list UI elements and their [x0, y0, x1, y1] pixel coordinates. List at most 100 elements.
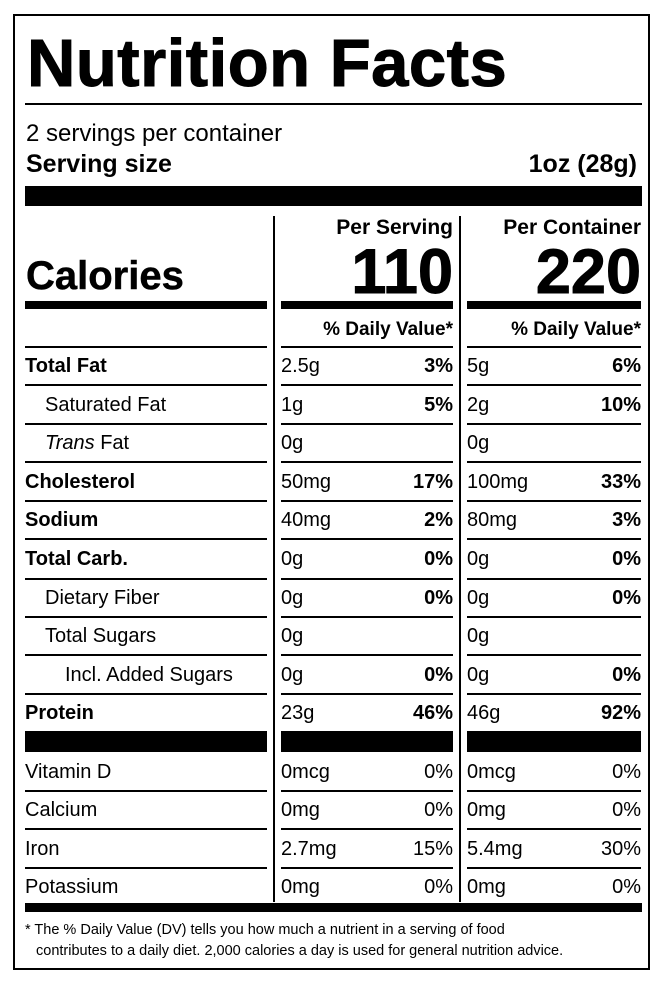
bottom-thick-divider — [25, 903, 642, 912]
row-divider-serving-8 — [281, 654, 453, 656]
nutrient-name-text: Sodium — [25, 509, 99, 531]
row-divider-serving-7 — [281, 616, 453, 618]
container-amount: 0g — [467, 548, 490, 570]
micro-divider-container-m2 — [467, 867, 641, 869]
serving-size-value: 1oz (28g) — [528, 150, 637, 178]
nutrient-name-italic: Trans — [45, 432, 95, 454]
row-divider-name-8 — [25, 654, 267, 656]
container-amount: 100mg — [467, 471, 529, 493]
row-divider-name-4 — [25, 500, 267, 502]
nutrient-name: Trans Fat — [45, 431, 129, 455]
row-divider-name-1 — [25, 384, 267, 386]
container-daily-value: 0% — [612, 664, 641, 686]
container-daily-value: 33% — [600, 471, 641, 493]
footnote: * The % Daily Value (DV) tells you how m… — [25, 920, 642, 962]
container-amount: 0mcg — [467, 761, 516, 783]
calories-label: Calories — [26, 254, 184, 299]
serving-daily-value: 0% — [424, 799, 453, 821]
serving-daily-value: 0% — [424, 664, 453, 686]
calories-divider-serving — [281, 301, 453, 309]
per-serving-calories: 110 — [351, 237, 454, 307]
serving-daily-value: 15% — [412, 838, 453, 860]
container-daily-value: 0% — [612, 876, 641, 898]
serving-amount: 0g — [281, 664, 304, 686]
row-divider-name-5 — [25, 538, 267, 540]
per-serving-dv-header: % Daily Value* — [323, 319, 453, 340]
container-amount: 0g — [467, 664, 490, 686]
serving-amount: 23g — [281, 702, 315, 724]
container-daily-value: 0% — [612, 587, 641, 609]
micronutrient-name: Calcium — [25, 799, 98, 821]
nutrient-name: Total Carb. — [25, 547, 128, 571]
row-divider-name-7 — [25, 616, 267, 618]
nutrient-name: Incl. Added Sugars — [65, 663, 233, 687]
nutrient-name-text: Fat — [94, 432, 130, 454]
container-amount: 46g — [467, 702, 501, 724]
serving-daily-value: 0% — [424, 587, 453, 609]
serving-amount: 1g — [281, 394, 304, 416]
serving-daily-value: 5% — [424, 394, 453, 416]
container-amount: 5.4mg — [467, 838, 523, 860]
container-daily-value: 6% — [612, 355, 641, 377]
micro-divider-serving-m2 — [281, 867, 453, 869]
nutrient-name: Dietary Fiber — [45, 586, 159, 610]
row-divider-serving-9 — [281, 693, 453, 695]
serving-amount: 0g — [281, 548, 304, 570]
container-amount: 2g — [467, 394, 490, 416]
container-amount: 0g — [467, 625, 490, 647]
serving-amount: 0g — [281, 432, 304, 454]
row-divider-container-1 — [467, 384, 641, 386]
container-amount: 80mg — [467, 509, 518, 531]
nutrient-name-text: Total Sugars — [45, 625, 157, 647]
row-divider-name-0 — [25, 346, 267, 348]
nutrient-name-text: Protein — [25, 702, 94, 724]
micro-divider-serving-m0 — [281, 790, 453, 792]
micro-divider-name-m1 — [25, 828, 267, 830]
row-divider-serving-1 — [281, 384, 453, 386]
serving-amount: 50mg — [281, 471, 332, 493]
row-divider-container-0 — [467, 346, 641, 348]
thick-divider-serving-micro — [281, 732, 453, 752]
serving-amount: 0g — [281, 625, 304, 647]
nutrition-label: Nutrition Facts 2 servings per container… — [13, 14, 650, 970]
container-daily-value: 3% — [612, 509, 641, 531]
serving-amount: 0mg — [281, 876, 320, 898]
serving-amount: 0g — [281, 587, 304, 609]
per-serving-header: Per Serving — [336, 216, 453, 239]
thick-divider-container-micro — [467, 732, 641, 752]
nutrient-name-text: Total Fat — [25, 355, 107, 377]
container-amount: 5g — [467, 355, 490, 377]
micro-divider-container-m1 — [467, 828, 641, 830]
row-divider-serving-5 — [281, 538, 453, 540]
nutrient-name: Cholesterol — [25, 470, 135, 494]
serving-daily-value: 2% — [424, 509, 453, 531]
nutrient-name: Saturated Fat — [45, 393, 166, 417]
container-amount: 0g — [467, 432, 490, 454]
micro-divider-name-m2 — [25, 867, 267, 869]
row-divider-container-6 — [467, 578, 641, 580]
row-divider-serving-0 — [281, 346, 453, 348]
container-amount: 0mg — [467, 799, 506, 821]
per-container-dv-header: % Daily Value* — [511, 319, 641, 340]
row-divider-container-7 — [467, 616, 641, 618]
nutrient-name-text: Saturated Fat — [45, 394, 167, 416]
container-daily-value: 0% — [612, 761, 641, 783]
serving-daily-value: 17% — [412, 471, 453, 493]
serving-amount: 2.5g — [281, 355, 320, 377]
container-daily-value: 30% — [600, 838, 641, 860]
serving-daily-value: 0% — [424, 876, 453, 898]
serving-daily-value: 0% — [424, 548, 453, 570]
row-divider-serving-3 — [281, 461, 453, 463]
row-divider-container-8 — [467, 654, 641, 656]
serving-amount: 0mg — [281, 799, 320, 821]
row-divider-serving-4 — [281, 500, 453, 502]
calories-divider-container — [467, 301, 641, 309]
row-divider-name-6 — [25, 578, 267, 580]
row-divider-name-2 — [25, 423, 267, 425]
column-divider-right — [459, 216, 461, 902]
footnote-line-1: * The % Daily Value (DV) tells you how m… — [25, 922, 505, 938]
container-daily-value: 0% — [612, 799, 641, 821]
micronutrient-name: Iron — [25, 838, 60, 860]
thick-divider-top — [25, 186, 642, 206]
row-divider-container-2 — [467, 423, 641, 425]
